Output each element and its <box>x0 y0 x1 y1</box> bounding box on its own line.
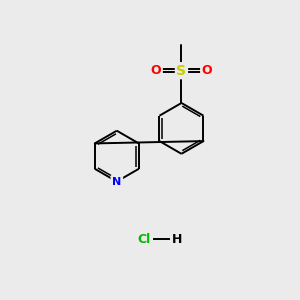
Text: Cl: Cl <box>137 233 150 246</box>
Text: O: O <box>151 64 161 77</box>
Text: H: H <box>172 233 183 246</box>
Text: N: N <box>112 176 122 187</box>
Text: S: S <box>176 64 187 78</box>
Text: O: O <box>202 64 212 77</box>
